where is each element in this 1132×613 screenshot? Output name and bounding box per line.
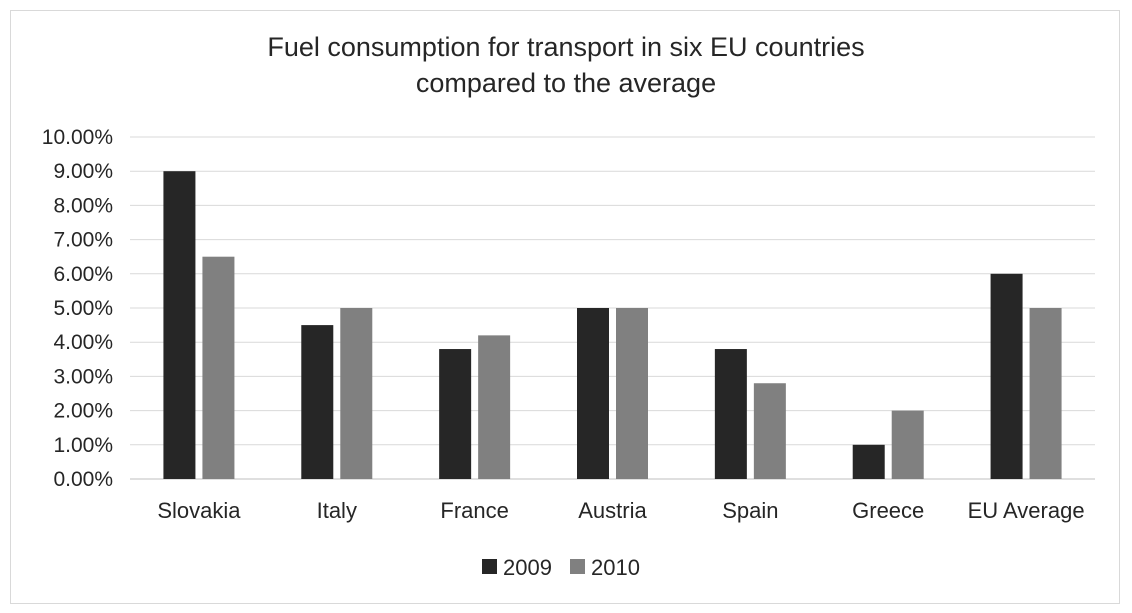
bar-2010-france <box>478 335 511 479</box>
y-tick-label: 6.00% <box>53 263 113 286</box>
y-tick-label: 9.00% <box>53 160 113 183</box>
legend-swatch-2009 <box>482 559 497 574</box>
legend-label: 2009 <box>503 555 552 580</box>
legend: 2009 2010 <box>482 555 640 580</box>
y-tick-label: 1.00% <box>53 434 113 457</box>
bar-2010-austria <box>616 308 648 479</box>
legend-label: 2010 <box>591 555 640 580</box>
bar-2010-slovakia <box>202 256 235 479</box>
y-tick-label: 3.00% <box>53 365 113 388</box>
chart-title-line-2: compared to the average <box>416 68 716 98</box>
bar-2010-greece <box>891 410 924 479</box>
legend-swatch-2010 <box>570 559 585 574</box>
bar-2009-france <box>439 349 472 479</box>
bar-2009-italy <box>301 325 334 479</box>
x-category-label: France <box>440 498 508 523</box>
bar-2009-austria <box>577 308 609 479</box>
bar-2010-eu-average <box>1029 308 1062 479</box>
y-tick-label: 5.00% <box>53 297 113 320</box>
bar-2010-italy <box>340 308 373 479</box>
y-tick-label: 4.00% <box>53 331 113 354</box>
chart-title: Fuel consumption for transport in six EU… <box>267 32 864 98</box>
y-tick-label: 10.00% <box>42 126 113 149</box>
x-axis: Slovakia Italy France Austria Spain Greece EU … <box>157 498 1084 523</box>
y-tick-label: 7.00% <box>53 229 113 252</box>
x-category-label: Greece <box>852 498 924 523</box>
x-category-label: Austria <box>578 498 647 523</box>
y-tick-label: 2.00% <box>53 400 113 423</box>
bar-2009-slovakia <box>163 171 196 479</box>
y-axis: 0.00% 1.00% 2.00% 3.00% 4.00% 5.00% 6.00% 7.00%… <box>42 126 113 491</box>
chart-title-line-1: Fuel consumption for transport in six EU… <box>267 32 864 62</box>
bar-2009-eu-average <box>990 273 1023 479</box>
x-category-label: Italy <box>317 498 357 523</box>
y-tick-label: 8.00% <box>53 194 113 217</box>
bar-2010-spain <box>753 383 786 479</box>
bar-2009-spain <box>714 349 747 479</box>
gridlines <box>130 136 1095 480</box>
x-category-label: EU Average <box>968 498 1085 523</box>
x-category-label: Slovakia <box>157 498 241 523</box>
bars <box>163 171 1062 479</box>
y-tick-label: 0.00% <box>53 468 113 491</box>
bar-2009-greece <box>852 444 885 479</box>
x-category-label: Spain <box>722 498 778 523</box>
